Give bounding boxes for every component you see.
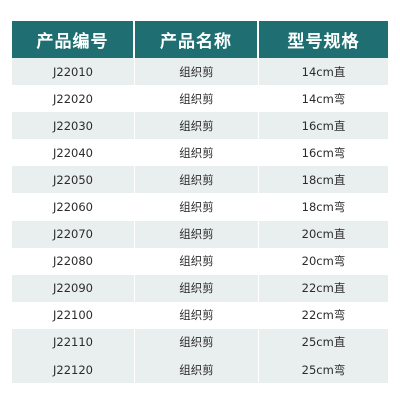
cell-model-spec: 25cm弯 xyxy=(259,356,388,384)
cell-model-spec: 16cm弯 xyxy=(259,139,388,167)
cell-product-name: 组织剪 xyxy=(135,112,259,140)
cell-product-code: J22110 xyxy=(12,328,135,357)
cell-product-code: J22090 xyxy=(12,274,135,302)
table-row: J22120 组织剪 25cm弯 xyxy=(12,356,388,384)
header-model-spec: 型号规格 xyxy=(259,21,388,58)
cell-product-name: 组织剪 xyxy=(135,166,259,194)
product-spec-table-container: 产品编号 产品名称 型号规格 J22010 组织剪 14cm直 J22020 组织剪 14… xyxy=(12,21,388,384)
cell-product-code: J22080 xyxy=(12,247,135,275)
cell-product-name: 组织剪 xyxy=(135,301,259,329)
cell-product-name: 组织剪 xyxy=(135,58,259,86)
header-product-name: 产品名称 xyxy=(135,21,259,58)
header-row: 产品编号 产品名称 型号规格 xyxy=(12,21,388,58)
cell-product-code: J22030 xyxy=(12,112,135,140)
table-row: J22060 组织剪 18cm弯 xyxy=(12,193,388,221)
cell-product-name: 组织剪 xyxy=(135,85,259,113)
cell-product-code: J22040 xyxy=(12,139,135,167)
cell-model-spec: 22cm直 xyxy=(259,274,388,302)
cell-product-name: 组织剪 xyxy=(135,193,259,221)
cell-model-spec: 25cm直 xyxy=(259,328,388,357)
cell-product-name: 组织剪 xyxy=(135,247,259,275)
cell-product-code: J22050 xyxy=(12,166,135,194)
table-row: J22010 组织剪 14cm直 xyxy=(12,58,388,86)
cell-model-spec: 18cm弯 xyxy=(259,193,388,221)
cell-product-code: J22020 xyxy=(12,85,135,113)
cell-product-name: 组织剪 xyxy=(135,328,259,357)
cell-product-name: 组织剪 xyxy=(135,274,259,302)
cell-product-name: 组织剪 xyxy=(135,220,259,248)
table-row: J22090 组织剪 22cm直 xyxy=(12,274,388,302)
table-row: J22050 组织剪 18cm直 xyxy=(12,166,388,194)
table-row: J22100 组织剪 22cm弯 xyxy=(12,301,388,329)
cell-model-spec: 20cm弯 xyxy=(259,247,388,275)
product-spec-table: 产品编号 产品名称 型号规格 J22010 组织剪 14cm直 J22020 组织剪 14… xyxy=(12,21,388,384)
table-row: J22070 组织剪 20cm直 xyxy=(12,220,388,248)
cell-model-spec: 18cm直 xyxy=(259,166,388,194)
cell-model-spec: 16cm直 xyxy=(259,112,388,140)
table-row: J22020 组织剪 14cm弯 xyxy=(12,85,388,113)
table-header: 产品编号 产品名称 型号规格 xyxy=(12,21,388,58)
cell-product-code: J22070 xyxy=(12,220,135,248)
cell-product-code: J22060 xyxy=(12,193,135,221)
cell-product-code: J22100 xyxy=(12,301,135,329)
table-row: J22030 组织剪 16cm直 xyxy=(12,112,388,140)
header-product-code: 产品编号 xyxy=(12,21,135,58)
table-row: J22110 组织剪 25cm直 xyxy=(12,328,388,357)
cell-product-code: J22010 xyxy=(12,58,135,86)
table-row: J22080 组织剪 20cm弯 xyxy=(12,247,388,275)
cell-model-spec: 20cm直 xyxy=(259,220,388,248)
table-body: J22010 组织剪 14cm直 J22020 组织剪 14cm弯 J22030 组织剪 16c… xyxy=(12,58,388,384)
cell-model-spec: 22cm弯 xyxy=(259,301,388,329)
cell-model-spec: 14cm弯 xyxy=(259,85,388,113)
table-row: J22040 组织剪 16cm弯 xyxy=(12,139,388,167)
cell-product-name: 组织剪 xyxy=(135,356,259,384)
cell-product-name: 组织剪 xyxy=(135,139,259,167)
cell-product-code: J22120 xyxy=(12,356,135,384)
cell-model-spec: 14cm直 xyxy=(259,58,388,86)
